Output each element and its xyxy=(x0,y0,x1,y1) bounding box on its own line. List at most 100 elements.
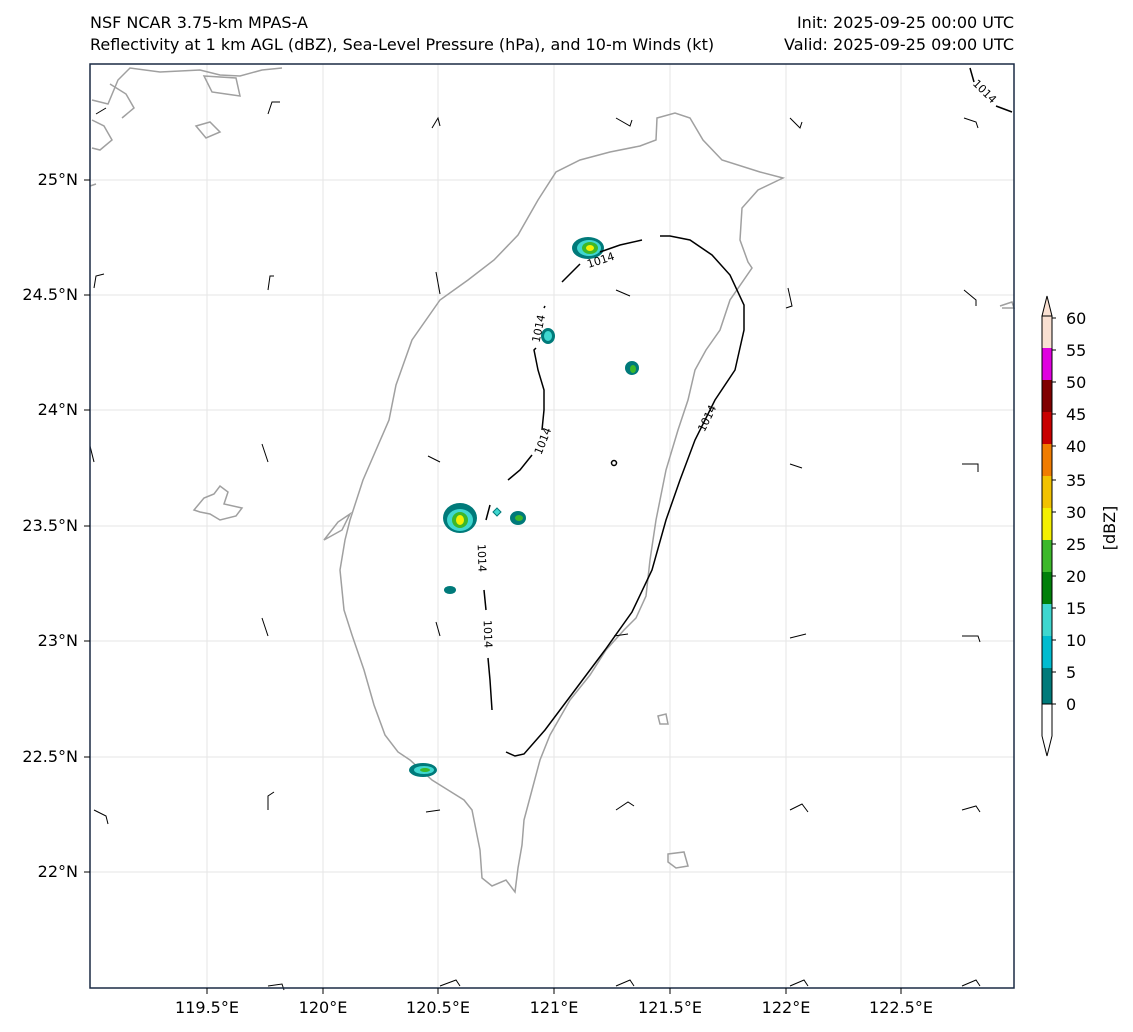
wind-barb xyxy=(431,116,441,129)
reflectivity-cells xyxy=(409,237,639,777)
colorbar-swatch xyxy=(1042,316,1052,348)
wind-barb xyxy=(93,273,105,289)
wind-barb xyxy=(613,633,629,637)
wind-barb xyxy=(785,287,793,309)
wind-barb xyxy=(267,983,285,991)
wind-barb xyxy=(267,275,274,291)
colorbar-tick-label: 30 xyxy=(1066,503,1086,522)
contour-label-1014-west-mid: 1014 xyxy=(532,426,555,457)
colorbar-bottom-extend xyxy=(1041,703,1053,757)
contour-label-1014-west-low1: 1014 xyxy=(475,544,489,572)
wind-barb xyxy=(961,805,981,813)
wind-barb xyxy=(435,621,441,637)
colorbar-swatch xyxy=(1042,508,1052,540)
echo-central-north xyxy=(541,328,555,344)
echo-east-central xyxy=(510,511,526,525)
colorbar-swatch xyxy=(1042,540,1052,572)
colorbar-swatch xyxy=(1042,572,1052,604)
tiny-low-center xyxy=(610,459,618,467)
wind-barb xyxy=(963,117,979,129)
wind-barb xyxy=(789,979,809,987)
wind-barb xyxy=(261,617,269,637)
colorbar-tick-label: 50 xyxy=(1066,373,1086,392)
wind-barb xyxy=(961,979,981,987)
lon-tick-label: 121°E xyxy=(530,998,579,1017)
colorbar-tick-label: 60 xyxy=(1066,309,1086,328)
contour-label-1014-east: 1014 xyxy=(695,403,719,434)
colorbar-tick-label: 35 xyxy=(1066,471,1086,490)
echo-west-central xyxy=(443,503,477,533)
colorbar-swatch xyxy=(1042,380,1052,412)
lon-tick-label: 122°E xyxy=(762,998,811,1017)
orchid-island xyxy=(667,851,689,869)
colorbar-tick-label: 15 xyxy=(1066,599,1086,618)
colorbar-tick-label: 55 xyxy=(1066,341,1086,360)
wind-barb xyxy=(427,455,441,463)
lon-tick-label: 120.5°E xyxy=(406,998,470,1017)
colorbar-tick-label: 5 xyxy=(1066,663,1076,682)
longitude-labels: 119.5°E 120°E 120.5°E 121°E 121.5°E 122°… xyxy=(175,998,933,1017)
wind-barb xyxy=(615,289,631,297)
lat-tick-label: 24.5°N xyxy=(22,285,78,304)
penghu-west-islet xyxy=(323,511,352,541)
fields-title: Reflectivity at 1 km AGL (dBZ), Sea-Leve… xyxy=(90,35,715,54)
lon-tick-label: 121.5°E xyxy=(638,998,702,1017)
echo-north xyxy=(572,237,604,259)
axis-ticks xyxy=(84,179,902,994)
wind-barb xyxy=(615,801,635,811)
colorbar-tick-label: 20 xyxy=(1066,567,1086,586)
colorbar-swatch xyxy=(1042,604,1052,636)
contour-label-1014-corner: 1014 xyxy=(970,77,999,106)
wind-barb xyxy=(962,463,979,472)
contour-label-1014-west-upper: 1014 xyxy=(530,314,549,344)
isobar-west-upper xyxy=(533,305,546,431)
lon-tick-label: 122.5°E xyxy=(869,998,933,1017)
lat-tick-label: 22.5°N xyxy=(22,747,78,766)
echo-small-diamond xyxy=(492,507,502,517)
colorbar-tick-label: 40 xyxy=(1066,437,1086,456)
echo-central-east xyxy=(625,361,639,375)
isobar-east xyxy=(505,235,745,757)
wind-barb xyxy=(95,107,107,115)
china-coast xyxy=(89,67,283,187)
latitude-labels: 22°N 22.5°N 23°N 23.5°N 24°N 24.5°N 25°N xyxy=(22,170,78,881)
colorbar-tick-label: 45 xyxy=(1066,405,1086,424)
gridlines xyxy=(90,64,1014,988)
isobar-west-lower xyxy=(483,504,493,711)
colorbar-swatch xyxy=(1042,668,1052,704)
isobar-east-top xyxy=(599,239,643,253)
kinmen-coast xyxy=(999,301,1016,309)
taiwan-coastline xyxy=(339,112,786,894)
contour-label-1014-west-low2: 1014 xyxy=(481,620,495,648)
colorbar-tick-label: 10 xyxy=(1066,631,1086,650)
wind-barb xyxy=(261,443,269,463)
echo-southwest xyxy=(444,586,456,594)
isobar-north-tail xyxy=(561,263,581,283)
colorbar-top-extend xyxy=(1041,295,1053,317)
colorbar-swatch xyxy=(1042,444,1052,476)
wind-barbs xyxy=(89,101,981,991)
lon-tick-label: 120°E xyxy=(299,998,348,1017)
lat-tick-label: 25°N xyxy=(38,170,78,189)
valid-time: Valid: 2025-09-25 09:00 UTC xyxy=(783,35,1014,54)
wind-barb xyxy=(789,803,809,813)
colorbar: 0 5 10 15 20 25 30 35 40 45 50 55 60 [dB… xyxy=(1041,295,1119,757)
colorbar-swatch xyxy=(1042,476,1052,508)
colorbar-units-label: [dBZ] xyxy=(1100,506,1119,551)
wind-barb xyxy=(963,289,977,306)
isobar-west-mid xyxy=(507,454,533,481)
wind-barb xyxy=(615,117,633,127)
wind-barb xyxy=(789,463,803,469)
wind-barb xyxy=(615,979,635,987)
colorbar-tick-label: 25 xyxy=(1066,535,1086,554)
lon-tick-label: 119.5°E xyxy=(175,998,239,1017)
wind-barb xyxy=(789,117,803,129)
lat-tick-label: 23.5°N xyxy=(22,516,78,535)
wind-barb xyxy=(425,809,441,813)
penghu-islands xyxy=(192,484,244,521)
green-island xyxy=(657,713,669,725)
wind-barb xyxy=(267,101,280,115)
lat-tick-label: 23°N xyxy=(38,631,78,650)
echo-south xyxy=(409,763,437,777)
